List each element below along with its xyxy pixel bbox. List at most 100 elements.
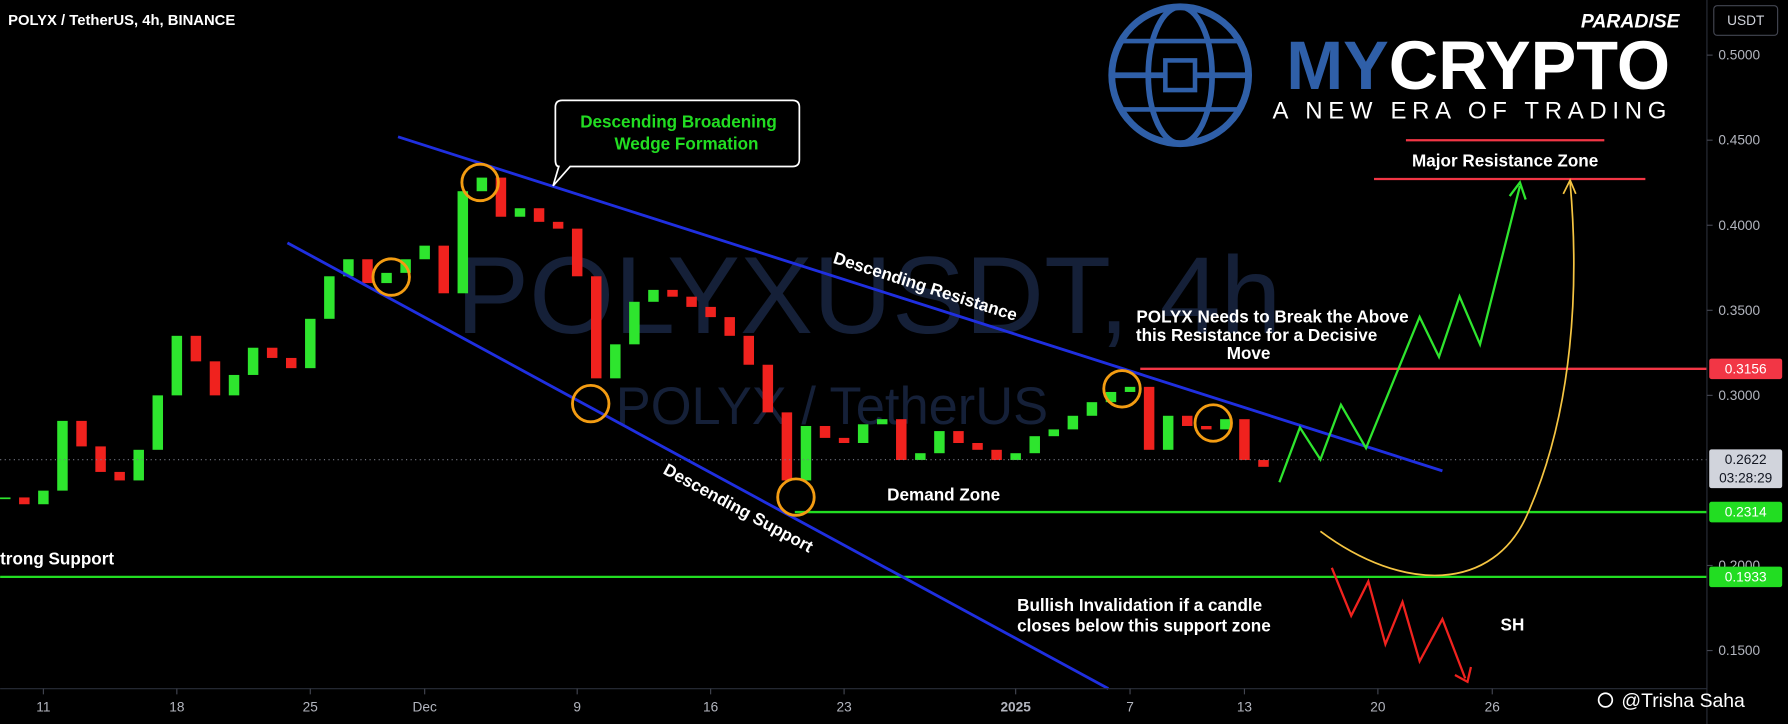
x-tick-label: 20 (1370, 699, 1386, 714)
candle (1124, 386, 1136, 392)
candle (1220, 419, 1231, 430)
candle (438, 245, 449, 294)
candle (1048, 429, 1060, 437)
candle (190, 335, 202, 362)
candle (285, 357, 297, 369)
highlight-circle (1193, 403, 1233, 443)
candle (552, 221, 564, 229)
candle (305, 318, 316, 369)
countdown: 03:28:29 (1719, 470, 1772, 485)
callout-bubble (552, 99, 801, 187)
x-tick-label: Dec (413, 699, 437, 714)
annotation: this Resistance for a Decisive (1136, 326, 1377, 345)
price-tag-label: 0.1933 (1725, 569, 1767, 584)
highlights (371, 162, 1233, 517)
time-axis: 11 18 25 Dec 9 16 23 2025 7 13 20 26 (36, 688, 1500, 714)
candle (514, 208, 526, 217)
bullish-projection (1278, 185, 1522, 483)
currency-box (1713, 5, 1779, 36)
logo-chip (1163, 58, 1198, 93)
candle (571, 228, 583, 277)
highlight-circle (460, 162, 500, 203)
candle (762, 364, 774, 413)
candle (800, 425, 812, 481)
annotation: Bullish Invalidation if a candle (1017, 596, 1262, 615)
resistance-line (397, 135, 1443, 473)
candle (57, 420, 68, 491)
candle (781, 412, 793, 481)
price-tag (1709, 358, 1783, 380)
candle (934, 431, 945, 454)
price-tag (1709, 566, 1783, 588)
arrow-head (1508, 180, 1527, 200)
candle (1182, 415, 1193, 426)
candle (171, 335, 183, 396)
candle (724, 317, 735, 336)
price-tag-label: 0.3156 (1725, 361, 1767, 376)
currency: USDT (1727, 13, 1765, 28)
candle (1258, 460, 1269, 467)
x-tick-label: 23 (836, 699, 851, 714)
x-tick-label: 18 (169, 699, 185, 714)
price-tag (1709, 501, 1783, 523)
candle (686, 296, 697, 307)
candle (1162, 415, 1174, 450)
logo-slogan: A NEW ERA OF TRADING (1273, 98, 1673, 125)
support-line (286, 241, 1110, 690)
candle (362, 259, 373, 284)
candle (381, 272, 392, 284)
candle (1105, 391, 1117, 403)
x-tick-label: 26 (1485, 699, 1500, 714)
arrow-head (1454, 666, 1473, 684)
candle (1239, 419, 1250, 461)
candle (19, 497, 30, 505)
author: @Trisha Saha (1597, 690, 1745, 712)
candle (324, 276, 335, 319)
candle (610, 344, 621, 379)
plot-area (0, 177, 1707, 579)
candle (209, 361, 221, 396)
logo-brand: MYCRYPTO (1286, 28, 1670, 104)
candle (76, 420, 87, 447)
x-tick-label: 2025 (1000, 699, 1031, 714)
callout-text: Wedge Formation (614, 134, 758, 153)
author-icon (1597, 692, 1614, 708)
author-name: @Trisha Saha (1621, 690, 1745, 712)
candle (152, 395, 164, 450)
annotation: closes below this support zone (1017, 617, 1271, 636)
highlight-circle (371, 257, 411, 297)
candle (991, 449, 1002, 461)
candle (343, 259, 354, 277)
bearish-projection (1330, 567, 1467, 679)
logo-tag: PARADISE (1581, 10, 1681, 32)
annotation: POLYX Needs to Break the Above (1136, 308, 1408, 327)
candle (591, 276, 602, 379)
candle (1201, 425, 1212, 430)
x-tick-label: 11 (36, 699, 50, 714)
candle (495, 177, 507, 217)
candle (1067, 415, 1079, 430)
candle (705, 306, 716, 318)
y-tick-label: 0.4500 (1718, 133, 1760, 148)
candle (838, 437, 850, 443)
candle (1010, 453, 1021, 461)
candle (228, 374, 240, 396)
candle (114, 471, 125, 481)
price-tag-label: 0.2622 (1725, 452, 1767, 467)
x-tick-label: 9 (573, 699, 581, 714)
watermark-sub: POLYX / TetherUS (616, 378, 1048, 436)
highlight-circle (1102, 369, 1142, 409)
candle (857, 424, 869, 443)
y-tick-label: 0.1500 (1718, 643, 1760, 658)
recovery-curve (1319, 182, 1575, 577)
candle (0, 497, 11, 500)
arrow-head (1562, 178, 1577, 195)
candle (915, 453, 926, 461)
candle (629, 301, 640, 345)
y-tick-label: 0.3000 (1718, 388, 1760, 403)
annotation: SH (1501, 616, 1525, 635)
x-tick-label: 16 (703, 699, 718, 714)
candle (648, 289, 659, 302)
candle (743, 335, 755, 365)
